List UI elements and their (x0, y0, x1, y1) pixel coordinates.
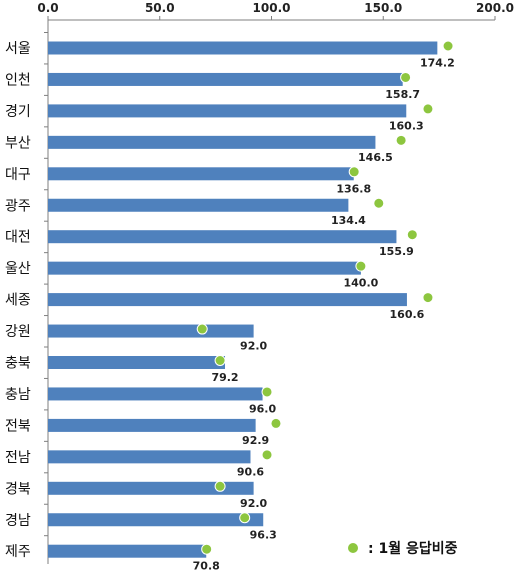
category-label: 경남 (5, 513, 31, 529)
bar (48, 513, 264, 527)
bar-series (48, 41, 438, 558)
x-tick-label: 150.0 (364, 1, 402, 15)
legend-label: : 1월 응답비중 (368, 540, 458, 557)
data-label: 134.4 (331, 214, 366, 227)
data-label: 96.3 (250, 528, 277, 541)
x-tick-label: 200.0 (476, 1, 514, 15)
bar (48, 418, 256, 432)
data-label: 90.6 (237, 465, 264, 478)
category-label: 전남 (5, 450, 31, 466)
category-label: 경북 (5, 481, 31, 497)
bar (48, 450, 251, 464)
dot-marker (239, 512, 251, 524)
bar (48, 293, 407, 307)
category-label: 제주 (5, 544, 31, 560)
dot-marker (201, 543, 213, 555)
data-label: 96.0 (249, 402, 276, 415)
bar (48, 198, 349, 212)
data-label: 92.0 (240, 497, 267, 510)
dot-marker (442, 40, 454, 52)
bar (48, 41, 438, 55)
data-label: 136.8 (336, 182, 371, 195)
bar (48, 261, 361, 275)
category-label: 세종 (5, 293, 31, 309)
bar (48, 104, 407, 118)
x-tick-label: 50.0 (145, 1, 175, 15)
bar (48, 230, 397, 244)
bar (48, 167, 354, 181)
dot-marker (214, 355, 226, 366)
category-label: 강원 (5, 324, 31, 340)
category-label: 경기 (5, 104, 31, 120)
dot-series (196, 40, 454, 555)
category-label: 대전 (5, 230, 31, 246)
dot-marker (355, 260, 367, 272)
category-label: 대구 (5, 167, 31, 183)
dot-marker (373, 197, 385, 209)
data-label: 155.9 (379, 245, 414, 258)
category-label: 광주 (5, 198, 31, 214)
data-label: 92.0 (240, 340, 267, 353)
x-tick-label: 0.0 (37, 1, 58, 15)
category-label: 인천 (5, 72, 31, 88)
bar (48, 387, 263, 401)
category-label: 부산 (5, 135, 31, 151)
data-label: 140.0 (344, 277, 379, 290)
dot-marker (400, 71, 412, 83)
dot-marker (406, 229, 418, 241)
category-label: 충북 (5, 356, 31, 372)
category-label: 충남 (5, 387, 31, 403)
data-labels: 174.2 158.7 160.3 146.5 136.8 134.4 155.9 140.0… (193, 57, 455, 573)
category-label: 서울 (5, 41, 31, 57)
category-label: 전북 (5, 418, 31, 434)
dot-marker (422, 103, 434, 115)
bar (48, 356, 226, 369)
data-label: 70.8 (193, 560, 220, 573)
x-tick-label: 100.0 (253, 1, 291, 15)
dot-marker (395, 134, 407, 146)
dot-marker (270, 417, 282, 429)
dot-marker (261, 449, 273, 461)
data-label: 160.3 (389, 119, 424, 132)
bar (48, 324, 254, 338)
dot-marker (348, 166, 360, 178)
data-label: 79.2 (211, 371, 238, 384)
bar (48, 481, 254, 495)
dot-marker (196, 323, 208, 335)
data-label: 146.5 (358, 151, 393, 164)
data-label: 160.6 (390, 308, 425, 321)
bar (48, 72, 403, 86)
category-label: 울산 (5, 261, 31, 277)
data-label: 158.7 (385, 88, 420, 101)
bar (48, 544, 207, 558)
dot-marker (261, 386, 273, 398)
legend-marker (348, 543, 358, 553)
dot-marker (422, 292, 434, 304)
bar (48, 135, 376, 149)
data-label: 92.9 (242, 434, 269, 447)
data-label: 174.2 (420, 57, 455, 70)
dot-marker (214, 480, 226, 492)
legend: : 1월 응답비중 (348, 540, 458, 557)
